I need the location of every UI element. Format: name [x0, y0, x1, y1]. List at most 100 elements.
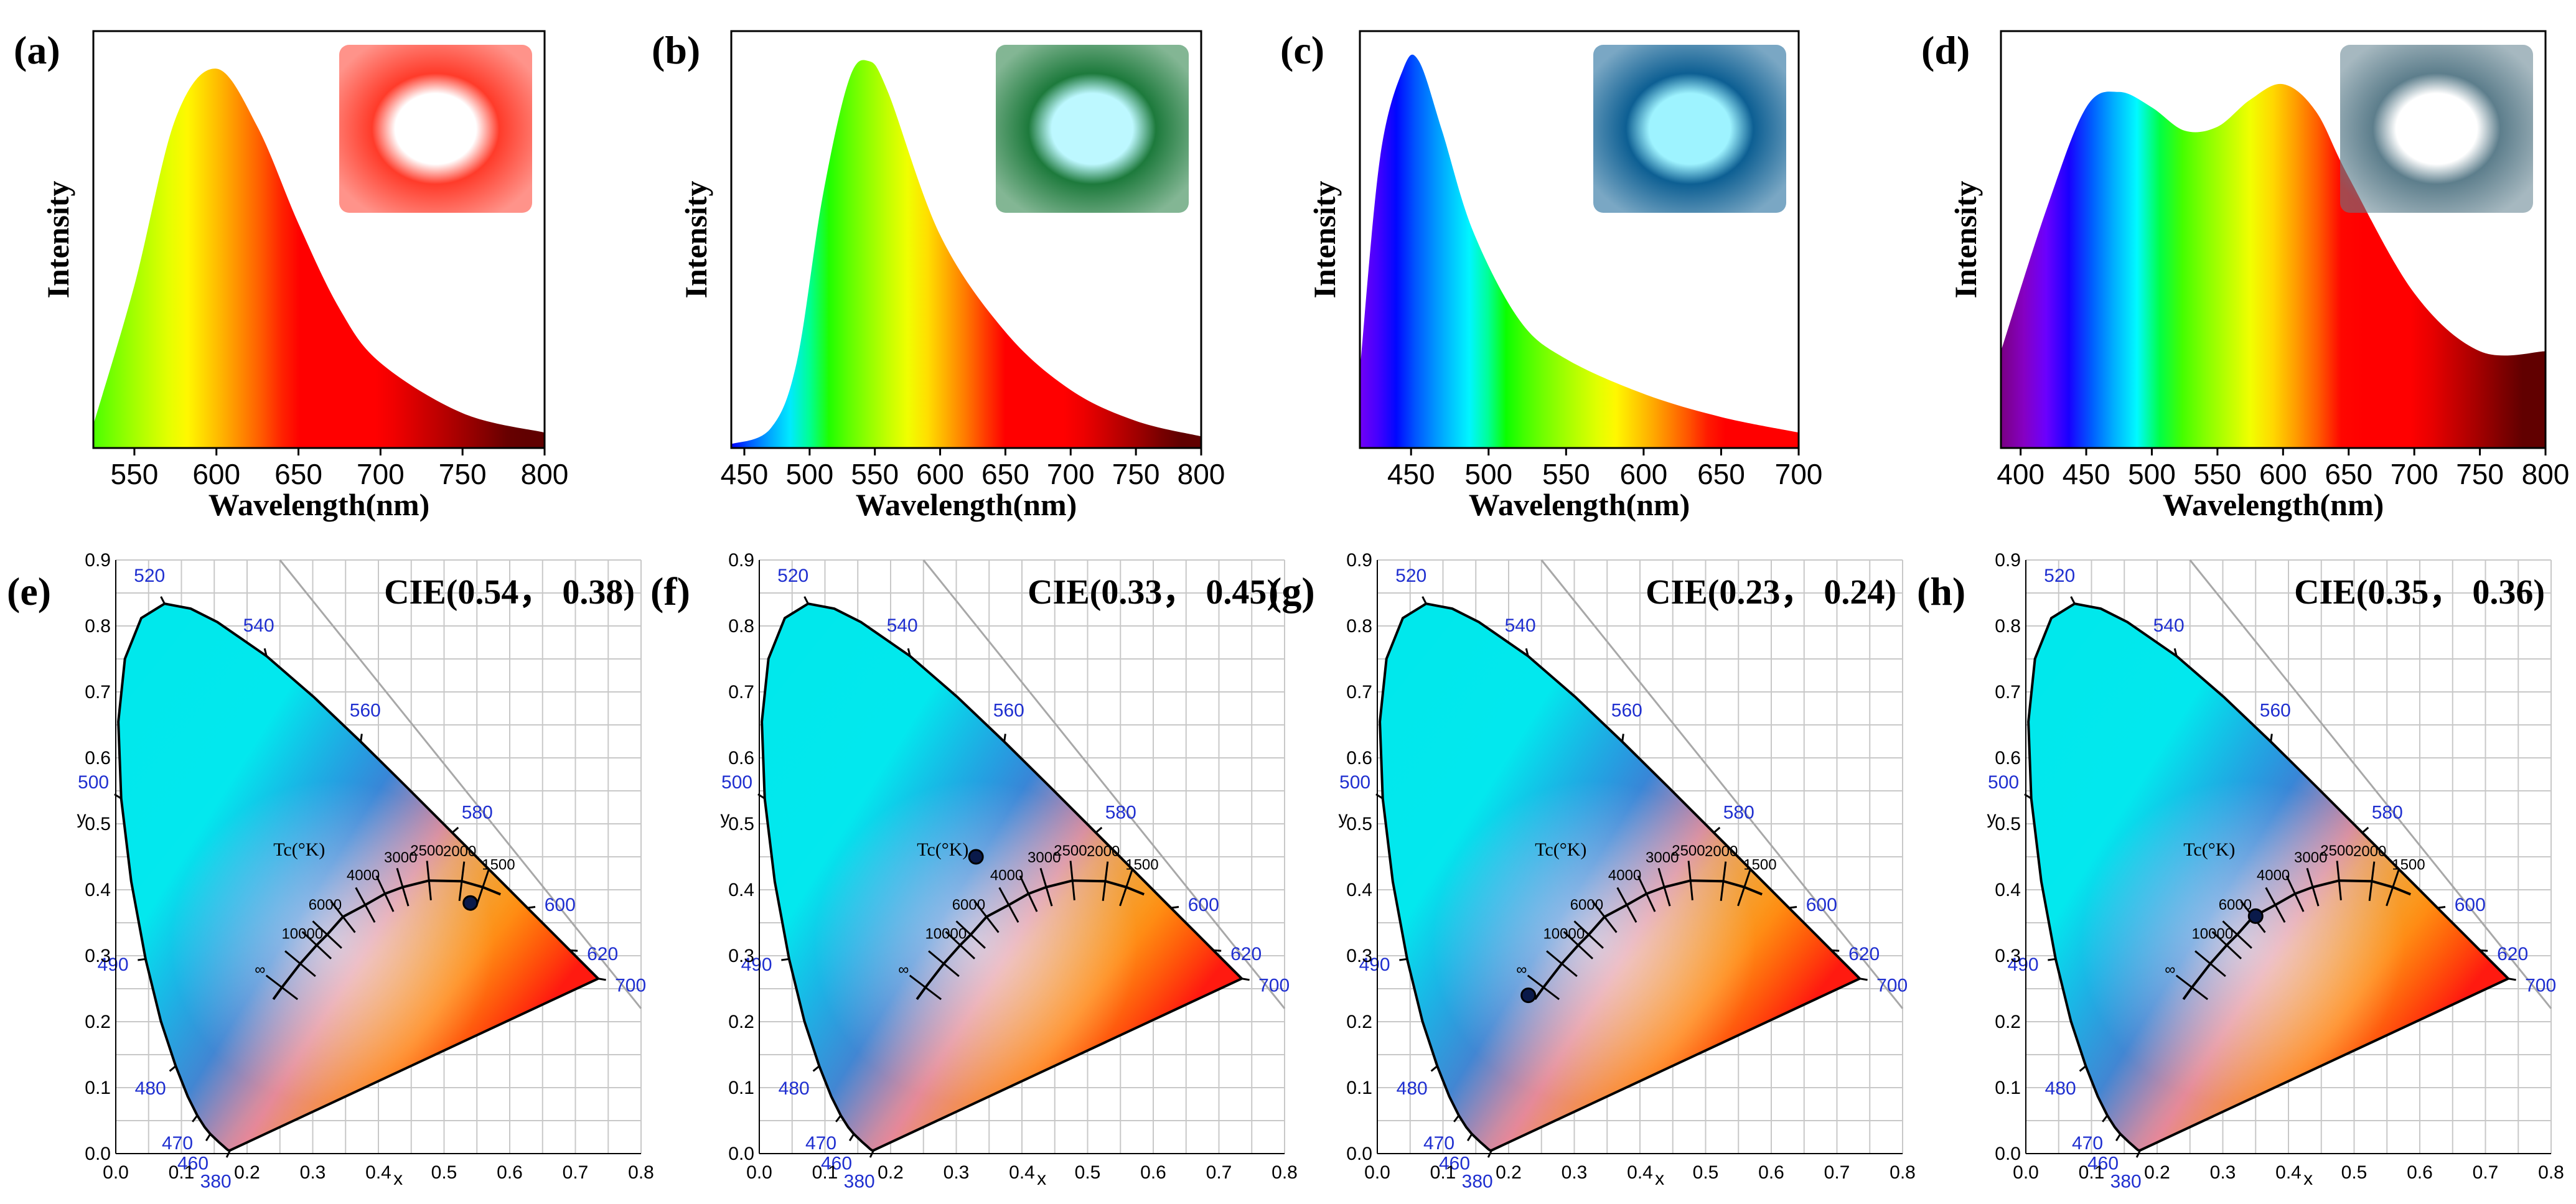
- spectrum-area: [2001, 83, 2546, 448]
- x-tick-label: 750: [439, 458, 487, 490]
- x-tick-label: 0.7: [2473, 1162, 2499, 1183]
- x-axis-label: x: [2303, 1169, 2313, 1189]
- chromaticity-point: [2247, 908, 2264, 924]
- y-tick-label: 0.5: [728, 814, 754, 834]
- wavelength-tick: [192, 1114, 199, 1122]
- y-tick-label: 0.7: [1995, 682, 2021, 702]
- x-tick-label: 550: [851, 458, 899, 490]
- chromaticity-point: [1520, 987, 1537, 1004]
- x-axis-label: Wavelength(nm): [2163, 487, 2384, 522]
- wavelength-label: 560: [993, 701, 1024, 721]
- x-tick-label: 750: [1112, 458, 1160, 490]
- wavelength-tick: [160, 596, 166, 604]
- wavelength-tick: [1621, 734, 1624, 742]
- x-tick-label: 0.2: [2144, 1162, 2170, 1183]
- cie-title: CIE(0.23， 0.24): [1646, 573, 1896, 612]
- y-tick-label: 0.0: [1346, 1144, 1372, 1164]
- spectra-row: 550 600 650 700 750 800 Wavelength(nm) Intensit…: [14, 28, 2569, 522]
- x-tick-label: 0.1: [1430, 1162, 1456, 1183]
- x-tick-label: 0.2: [878, 1162, 904, 1183]
- wavelength-label: 620: [1230, 944, 1262, 964]
- wavelength-tick: [527, 905, 536, 909]
- plot-frame: [92, 30, 546, 449]
- wavelength-tick: [1859, 978, 1868, 981]
- spectrum-area: [731, 60, 1201, 448]
- cie-title: CIE(0.54， 0.38): [384, 573, 635, 612]
- cct-label: ∞: [1516, 961, 1527, 978]
- panel-label: (b): [652, 28, 700, 72]
- plot-frame: [2000, 30, 2547, 449]
- x-tick-label: 0.7: [563, 1162, 589, 1183]
- wavelength-tick: [138, 958, 146, 961]
- isotemperature-line: [2368, 861, 2376, 901]
- x-tick-label: 0.8: [2538, 1162, 2564, 1183]
- wavelength-label: 600: [1806, 895, 1837, 915]
- diagonal-line: [279, 559, 642, 1009]
- y-tick-label: 0.5: [1995, 814, 2021, 834]
- wavelength-label: 700: [1258, 976, 1290, 996]
- wavelength-tick: [1713, 826, 1721, 834]
- spectrum-area: [93, 68, 545, 448]
- isotemperature-line: [1637, 875, 1656, 912]
- wavelength-label: 490: [741, 954, 772, 975]
- plot-frame: [730, 30, 1202, 449]
- isotemperature-line: [458, 861, 466, 901]
- wavelength-tick: [781, 958, 790, 961]
- x-tick-label: 0.5: [1075, 1162, 1101, 1183]
- cct-label: 2500: [1672, 842, 1705, 859]
- cct-label: 1500: [1125, 856, 1158, 873]
- y-tick-label: 0.6: [728, 748, 754, 768]
- isotemperature-line: [1573, 920, 1604, 949]
- isotemperature-line: [426, 861, 432, 900]
- panel-label: (c): [1280, 28, 1324, 72]
- wavelength-label: 380: [844, 1171, 875, 1192]
- y-tick-label: 0.4: [728, 880, 754, 900]
- wavelength-tick: [205, 1133, 212, 1142]
- isotemperature-line: [1687, 861, 1693, 900]
- wavelength-label: 600: [545, 895, 576, 915]
- wavelength-tick: [1213, 949, 1222, 952]
- cct-label: 1500: [2392, 856, 2425, 873]
- x-tick-label: 0.5: [2341, 1162, 2368, 1183]
- wavelength-label: 540: [887, 615, 918, 636]
- isotemperature-line: [1563, 931, 1594, 959]
- y-tick-label: 0.6: [1995, 748, 2021, 768]
- cct-label: ∞: [255, 961, 265, 978]
- wavelength-tick: [848, 1133, 855, 1142]
- wavelength-tick: [263, 648, 268, 656]
- plot-frame: [1359, 30, 1800, 449]
- wavelength-label: 580: [462, 803, 493, 823]
- wavelength-label: 580: [1723, 803, 1754, 823]
- cct-label: 2000: [443, 843, 476, 860]
- y-tick-label: 0.6: [85, 748, 111, 768]
- x-axis-label: Wavelength(nm): [208, 487, 430, 522]
- wavelength-tick: [360, 734, 363, 742]
- wavelength-label: 460: [177, 1153, 208, 1174]
- wavelength-label: 700: [615, 976, 646, 996]
- y-tick-label: 0.8: [1346, 616, 1372, 637]
- cct-label: 3000: [2294, 849, 2327, 866]
- spectrum-panel: 450 500 550 600 650 700 750 800 Wavelength(nm) In…: [652, 28, 1225, 522]
- x-tick-label: 0.4: [1627, 1162, 1653, 1183]
- cie-row: 380460470480490500520540560580600620700T…: [7, 550, 2564, 1192]
- x-tick-label: 0.8: [1890, 1162, 1916, 1183]
- cct-label: 2500: [2320, 842, 2353, 859]
- x-tick-label: 0.8: [1272, 1162, 1298, 1183]
- y-tick-label: 0.4: [1995, 880, 2021, 900]
- wavelength-tick: [569, 949, 578, 952]
- isotemperature-line: [2194, 950, 2226, 978]
- wavelength-label: 620: [587, 944, 618, 964]
- isotemperature-line: [1546, 950, 1578, 978]
- x-axis-label: x: [1037, 1169, 1046, 1189]
- x-tick-label: 0.3: [300, 1162, 326, 1183]
- isotemperature-line: [2175, 974, 2209, 1001]
- x-tick-label: 0.6: [497, 1162, 523, 1183]
- isotemperature-line: [2386, 868, 2400, 907]
- x-tick-label: 0.1: [2079, 1162, 2105, 1183]
- cct-label: 3000: [384, 849, 417, 866]
- y-axis-label: Intensity: [40, 181, 75, 299]
- wavelength-label: 620: [2497, 944, 2528, 964]
- y-tick-label: 0.7: [85, 682, 111, 702]
- wavelength-tick: [1789, 905, 1797, 909]
- x-tick-label: 0.8: [628, 1162, 654, 1183]
